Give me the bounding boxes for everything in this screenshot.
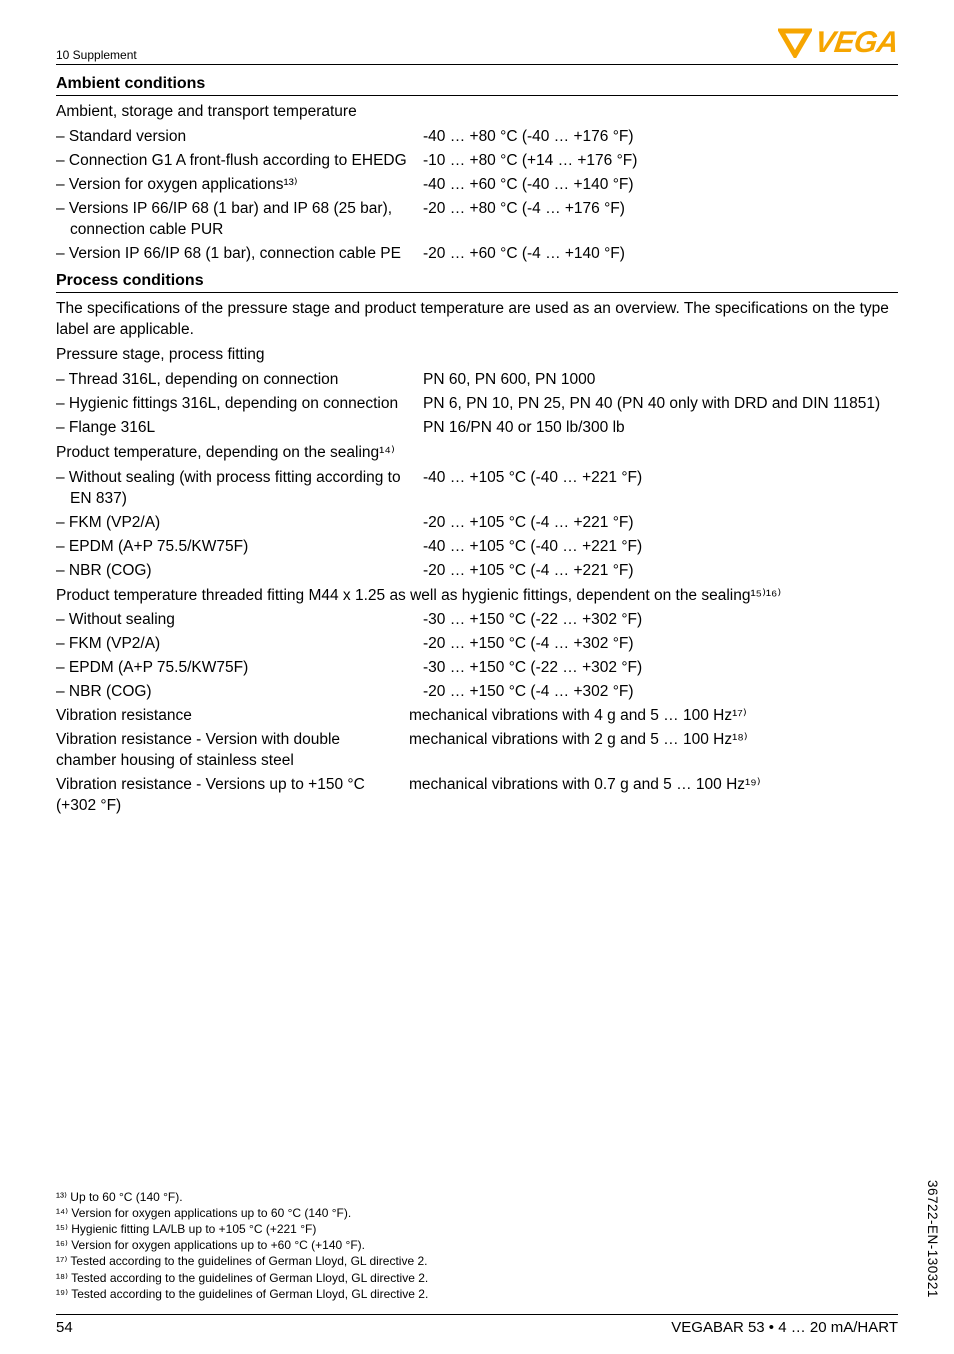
kv-row: – NBR (COG) -20 … +150 °C (-4 … +302 °F)	[56, 682, 898, 703]
footnotes: ¹³⁾ Up to 60 °C (140 °F). ¹⁴⁾ Version fo…	[56, 1189, 898, 1302]
kv-row: – Without sealing (with process fitting …	[56, 468, 898, 510]
kv-row: – Version IP 66/IP 68 (1 bar), connectio…	[56, 244, 898, 265]
kv-value: -40 … +80 °C (-40 … +176 °F)	[423, 127, 898, 148]
footnote: ¹⁷⁾ Tested according to the guidelines o…	[56, 1253, 898, 1269]
footnote: ¹⁹⁾ Tested according to the guidelines o…	[56, 1286, 898, 1302]
kv-label: – Thread 316L, depending on connection	[56, 370, 423, 391]
kv-value: -20 … +80 °C (-4 … +176 °F)	[423, 199, 898, 220]
process-intro2: Pressure stage, process fitting	[56, 345, 898, 366]
kv-label: – Standard version	[56, 127, 423, 148]
kv-value: -20 … +105 °C (-4 … +221 °F)	[423, 513, 898, 534]
kv-label: – Without sealing (with process fitting …	[56, 468, 423, 510]
kv-value: PN 6, PN 10, PN 25, PN 40 (PN 40 only wi…	[423, 394, 898, 415]
footnote: ¹⁸⁾ Tested according to the guidelines o…	[56, 1270, 898, 1286]
product-label: VEGABAR 53 • 4 … 20 mA/HART	[671, 1319, 898, 1336]
process-intro4: Product temperature threaded fitting M44…	[56, 586, 898, 607]
logo-icon	[778, 28, 812, 58]
kv-label: – FKM (VP2/A)	[56, 634, 423, 655]
kv-value: -20 … +60 °C (-4 … +140 °F)	[423, 244, 898, 265]
kv-value: -30 … +150 °C (-22 … +302 °F)	[423, 610, 898, 631]
kv-label: – EPDM (A+P 75.5/KW75F)	[56, 537, 423, 558]
kv-label: Vibration resistance - Versions up to +1…	[56, 775, 409, 817]
kv-row: Vibration resistance - Version with doub…	[56, 730, 898, 772]
kv-value: -40 … +60 °C (-40 … +140 °F)	[423, 175, 898, 196]
process-intro1: The specifications of the pressure stage…	[56, 299, 898, 341]
kv-label: – NBR (COG)	[56, 682, 423, 703]
kv-value: -20 … +105 °C (-4 … +221 °F)	[423, 561, 898, 582]
kv-value: mechanical vibrations with 0.7 g and 5 ……	[409, 775, 898, 796]
kv-row: – EPDM (A+P 75.5/KW75F) -40 … +105 °C (-…	[56, 537, 898, 558]
footnote: ¹³⁾ Up to 60 °C (140 °F).	[56, 1189, 898, 1205]
chapter-label: 10 Supplement	[56, 48, 137, 62]
kv-label: – FKM (VP2/A)	[56, 513, 423, 534]
kv-value: -40 … +105 °C (-40 … +221 °F)	[423, 468, 898, 489]
footnote: ¹⁵⁾ Hygienic fitting LA/LB up to +105 °C…	[56, 1221, 898, 1237]
kv-row: – EPDM (A+P 75.5/KW75F) -30 … +150 °C (-…	[56, 658, 898, 679]
kv-row: – Version for oxygen applications¹³⁾ -40…	[56, 175, 898, 196]
brand-logo: VEGA	[778, 28, 898, 62]
kv-value: -10 … +80 °C (+14 … +176 °F)	[423, 151, 898, 172]
kv-row: – FKM (VP2/A) -20 … +150 °C (-4 … +302 °…	[56, 634, 898, 655]
kv-label: Vibration resistance - Version with doub…	[56, 730, 409, 772]
kv-row: – Connection G1 A front-flush according …	[56, 151, 898, 172]
page: 10 Supplement VEGA Ambient conditions Am…	[0, 0, 954, 1354]
kv-value: -40 … +105 °C (-40 … +221 °F)	[423, 537, 898, 558]
kv-row: – NBR (COG) -20 … +105 °C (-4 … +221 °F)	[56, 561, 898, 582]
kv-row: – Without sealing -30 … +150 °C (-22 … +…	[56, 610, 898, 631]
kv-label: – Versions IP 66/IP 68 (1 bar) and IP 68…	[56, 199, 423, 241]
kv-label: – Flange 316L	[56, 418, 423, 439]
footnote: ¹⁶⁾ Version for oxygen applications up t…	[56, 1237, 898, 1253]
kv-row: Vibration resistance - Versions up to +1…	[56, 775, 898, 817]
kv-label: – Version IP 66/IP 68 (1 bar), connectio…	[56, 244, 423, 265]
kv-row: – Thread 316L, depending on connection P…	[56, 370, 898, 391]
kv-value: PN 60, PN 600, PN 1000	[423, 370, 898, 391]
kv-row: Vibration resistance mechanical vibratio…	[56, 706, 898, 727]
section-title-ambient: Ambient conditions	[56, 75, 898, 96]
kv-value: -20 … +150 °C (-4 … +302 °F)	[423, 634, 898, 655]
kv-row: – FKM (VP2/A) -20 … +105 °C (-4 … +221 °…	[56, 513, 898, 534]
kv-label: – EPDM (A+P 75.5/KW75F)	[56, 658, 423, 679]
logo-text: VEGA	[813, 28, 900, 58]
kv-label: – NBR (COG)	[56, 561, 423, 582]
side-code: 36722-EN-130321	[925, 1180, 940, 1298]
kv-label: Vibration resistance	[56, 706, 409, 727]
kv-label: – Hygienic fittings 316L, depending on c…	[56, 394, 423, 415]
kv-value: PN 16/PN 40 or 150 lb/300 lb	[423, 418, 898, 439]
kv-label: – Connection G1 A front-flush according …	[56, 151, 423, 172]
process-intro3: Product temperature, depending on the se…	[56, 443, 898, 464]
page-footer: 54 VEGABAR 53 • 4 … 20 mA/HART	[56, 1314, 898, 1336]
kv-value: mechanical vibrations with 2 g and 5 … 1…	[409, 730, 898, 751]
kv-value: -30 … +150 °C (-22 … +302 °F)	[423, 658, 898, 679]
section-title-process: Process conditions	[56, 272, 898, 293]
kv-label: – Version for oxygen applications¹³⁾	[56, 175, 423, 196]
kv-row: – Standard version -40 … +80 °C (-40 … +…	[56, 127, 898, 148]
kv-value: -20 … +150 °C (-4 … +302 °F)	[423, 682, 898, 703]
footnote: ¹⁴⁾ Version for oxygen applications up t…	[56, 1205, 898, 1221]
kv-row: – Versions IP 66/IP 68 (1 bar) and IP 68…	[56, 199, 898, 241]
page-number: 54	[56, 1319, 73, 1336]
page-header: 10 Supplement VEGA	[56, 28, 898, 65]
kv-label: – Without sealing	[56, 610, 423, 631]
kv-row: – Flange 316L PN 16/PN 40 or 150 lb/300 …	[56, 418, 898, 439]
ambient-intro: Ambient, storage and transport temperatu…	[56, 102, 898, 123]
kv-row: – Hygienic fittings 316L, depending on c…	[56, 394, 898, 415]
kv-value: mechanical vibrations with 4 g and 5 … 1…	[409, 706, 898, 727]
